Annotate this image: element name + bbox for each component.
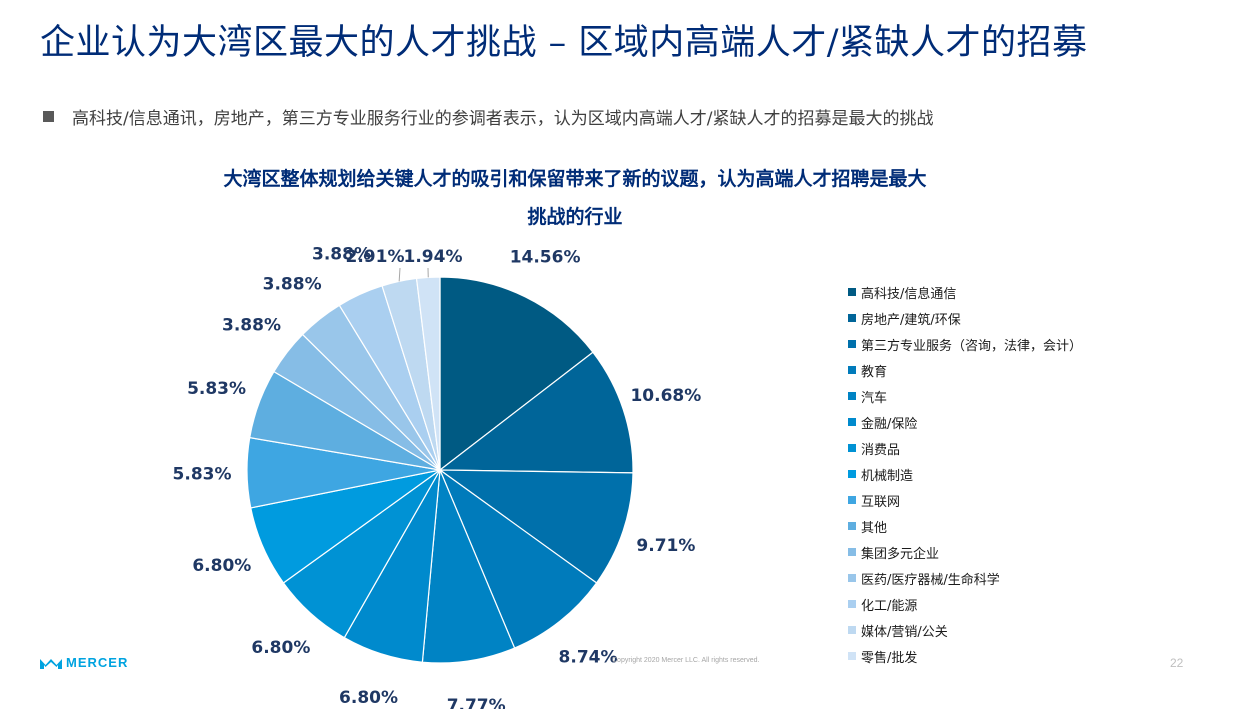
legend-swatch-12	[848, 600, 856, 608]
legend-item-0: 高科技/信息通信	[848, 279, 1082, 305]
data-label-10: 3.88%	[222, 316, 281, 336]
legend-label-1: 房地产/建筑/环保	[861, 312, 961, 328]
legend-swatch-8	[848, 496, 856, 504]
data-label-13: 2.91%	[346, 247, 405, 267]
legend-item-5: 金融/保险	[848, 409, 1082, 435]
pie-data-labels: 14.56% 10.68% 9.71% 8.74% 7.77% 6.80% 6.80% 6.8…	[173, 244, 702, 709]
pie-slice-0	[439, 276, 594, 472]
legend-swatch-13	[848, 626, 856, 634]
legend-label-9: 其他	[861, 520, 888, 536]
page-number: 22	[1170, 656, 1184, 670]
legend-swatch-6	[848, 444, 856, 452]
data-label-5: 6.80%	[339, 688, 398, 708]
data-label-4: 7.77%	[447, 696, 506, 709]
legend-swatch-7	[848, 470, 856, 478]
pie-slices	[246, 276, 634, 664]
data-label-0: 14.56%	[510, 247, 581, 267]
legend-swatch-2	[848, 340, 856, 348]
data-label-7: 6.80%	[192, 556, 251, 576]
pie-slice-2	[438, 469, 634, 584]
slide-title: 企业认为大湾区最大的人才挑战 – 区域内高端人才/紧缺人才的招募	[40, 23, 1088, 63]
legend-item-10: 集团多元企业	[848, 539, 1082, 565]
chart-title: 大湾区整体规划给关键人才的吸引和保留带来了新的议题，认为高端人才招聘是最大 挑战…	[140, 160, 1010, 236]
legend-label-6: 消费品	[861, 442, 901, 458]
pie-slice-4	[421, 469, 516, 664]
legend-item-3: 教育	[848, 357, 1082, 383]
legend-label-2: 第三方专业服务（咨询，法律，会计）	[861, 338, 1083, 354]
bullet-text: 高科技/信息通讯，房地产，第三方专业服务行业的参调者表示，认为区域内高端人才/紧…	[72, 109, 934, 129]
legend-swatch-4	[848, 392, 856, 400]
mercer-logo-icon	[40, 658, 62, 669]
legend-swatch-3	[848, 366, 856, 374]
legend-swatch-0	[848, 288, 856, 296]
legend-item-13: 媒体/营销/公关	[848, 617, 1082, 643]
bullet-point: 高科技/信息通讯，房地产，第三方专业服务行业的参调者表示，认为区域内高端人才/紧…	[43, 104, 933, 129]
data-label-2: 9.71%	[636, 536, 695, 556]
legend-item-2: 第三方专业服务（咨询，法律，会计）	[848, 331, 1082, 357]
data-label-12: 3.88%	[312, 244, 371, 264]
pie-slice-3	[438, 468, 598, 649]
copyright-notice: Copyright 2020 Mercer LLC. All rights re…	[612, 657, 760, 664]
legend-label-3: 教育	[861, 364, 888, 380]
chart-legend: 高科技/信息通信 房地产/建筑/环保第三方专业服务（咨询，法律，会计） 教育汽车金融…	[848, 279, 1082, 669]
legend-label-12: 化工/能源	[861, 598, 918, 614]
legend-label-4: 汽车	[861, 390, 888, 406]
legend-label-0: 高科技/信息通信	[861, 286, 957, 302]
legend-swatch-1	[848, 314, 856, 322]
chart-title-line-2: 挑战的行业	[527, 206, 623, 228]
legend-item-4: 汽车	[848, 383, 1082, 409]
legend-swatch-10	[848, 548, 856, 556]
data-label-6: 6.80%	[251, 638, 310, 658]
legend-swatch-9	[848, 522, 856, 530]
pie-slice-1	[438, 351, 634, 474]
bullet-square-icon	[43, 111, 54, 122]
legend-label-11: 医药/医疗器械/生命科学	[861, 572, 1000, 588]
data-label-14: 1.94%	[404, 247, 463, 267]
legend-label-14: 零售/批发	[861, 650, 918, 666]
leader-line-13	[398, 267, 401, 282]
chart-title-line-1: 大湾区整体规划给关键人才的吸引和保留带来了新的议题，认为高端人才招聘是最大	[223, 168, 927, 190]
data-label-1: 10.68%	[630, 386, 701, 406]
legend-label-10: 集团多元企业	[861, 546, 940, 562]
data-label-3: 8.74%	[559, 647, 618, 667]
legend-item-8: 互联网	[848, 487, 1082, 513]
data-label-11: 3.88%	[263, 275, 322, 295]
legend-item-12: 化工/能源	[848, 591, 1082, 617]
legend-swatch-11	[848, 574, 856, 582]
legend-item-11: 医药/医疗器械/生命科学	[848, 565, 1082, 591]
legend-label-5: 金融/保险	[861, 416, 918, 432]
legend-swatch-14	[848, 652, 856, 660]
legend-item-7: 机械制造	[848, 461, 1082, 487]
mercer-logo-text: MERCER	[66, 655, 129, 670]
legend-label-8: 互联网	[861, 494, 901, 510]
legend-item-6: 消费品	[848, 435, 1082, 461]
legend-label-7: 机械制造	[861, 468, 914, 484]
legend-item-14: 零售/批发	[848, 643, 1082, 669]
data-label-9: 5.83%	[187, 379, 246, 399]
legend-label-13: 媒体/营销/公关	[861, 624, 948, 640]
mercer-logo: MERCER	[40, 655, 128, 670]
data-label-8: 5.83%	[173, 464, 232, 484]
legend-item-1: 房地产/建筑/环保	[848, 305, 1082, 331]
legend-swatch-5	[848, 418, 856, 426]
legend-item-9: 其他	[848, 513, 1082, 539]
pie-leader-lines	[398, 267, 429, 282]
